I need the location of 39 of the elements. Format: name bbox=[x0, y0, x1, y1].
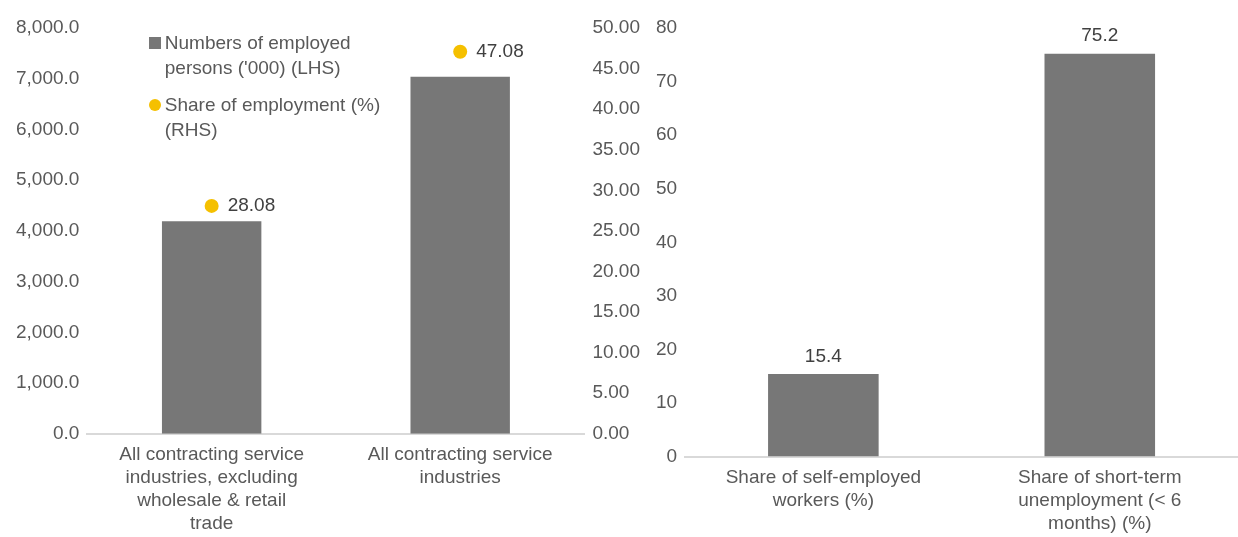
y-tick-label: 2,000.0 bbox=[15, 320, 80, 342]
legend-label: Numbers of employed persons ('000) (LHS) bbox=[164, 31, 352, 80]
data-label: 47.08 bbox=[476, 39, 524, 61]
y-tick-label: 30 bbox=[655, 284, 678, 306]
y-tick-label: 8,000.0 bbox=[15, 16, 80, 38]
y2-tick-label: 5.00 bbox=[592, 381, 630, 403]
y-tick-label: 40 bbox=[655, 230, 678, 252]
y2-tick-label: 10.00 bbox=[592, 340, 640, 362]
x-tick-label: All contracting service industries, excluding wholesale & retail trade bbox=[119, 443, 305, 533]
y-tick-label: 0 bbox=[666, 444, 678, 466]
y2-tick-label: 0.00 bbox=[592, 422, 630, 444]
y2-tick-label: 50.00 bbox=[592, 16, 640, 38]
data-label: 15.4 bbox=[804, 344, 843, 366]
y-tick-label: 20 bbox=[655, 337, 678, 359]
y2-tick-label: 35.00 bbox=[592, 137, 640, 159]
y-tick-label: 5,000.0 bbox=[15, 168, 80, 190]
y2-tick-label: 40.00 bbox=[592, 97, 640, 119]
y-tick-label: 60 bbox=[655, 123, 678, 145]
x-tick-label: All contracting service industries bbox=[367, 443, 553, 488]
y-tick-label: 1,000.0 bbox=[15, 371, 80, 393]
y-tick-label: 4,000.0 bbox=[15, 219, 80, 241]
y2-tick-label: 15.00 bbox=[592, 300, 640, 322]
y2-tick-label: 25.00 bbox=[592, 219, 640, 241]
y-tick-label: 0.0 bbox=[52, 422, 80, 444]
y2-tick-label: 20.00 bbox=[592, 259, 640, 281]
data-label: 75.2 bbox=[1081, 24, 1119, 46]
x-tick-label: Share of short-term unemployment (< 6 months) (%) bbox=[1017, 466, 1182, 533]
y2-tick-label: 30.00 bbox=[592, 178, 640, 200]
y-tick-label: 70 bbox=[655, 69, 678, 91]
y-tick-label: 6,000.0 bbox=[15, 117, 80, 139]
y2-tick-label: 45.00 bbox=[592, 56, 640, 78]
legend-label: Share of employment (%) (RHS) bbox=[164, 93, 382, 142]
y-tick-label: 80 bbox=[655, 16, 678, 38]
x-tick-label: Share of self-employed workers (%) bbox=[725, 466, 922, 511]
data-label: 28.08 bbox=[227, 194, 276, 216]
y-tick-label: 3,000.0 bbox=[15, 269, 80, 291]
y-tick-label: 50 bbox=[655, 176, 678, 198]
y-tick-label: 10 bbox=[655, 391, 678, 413]
y-tick-label: 7,000.0 bbox=[15, 66, 80, 88]
